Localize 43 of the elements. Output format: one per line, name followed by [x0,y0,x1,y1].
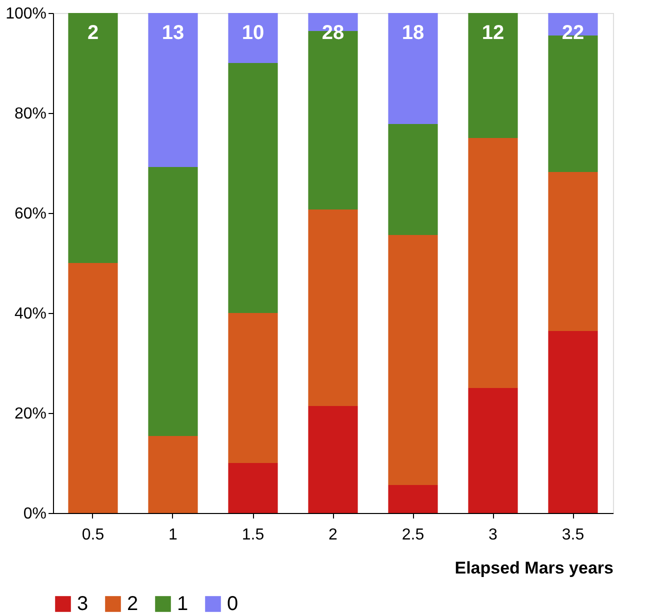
y-tick-label: 40% [14,306,46,322]
y-tick-label: 0% [23,506,46,522]
bar [228,463,278,513]
y-tick-label: 80% [14,106,46,122]
bar [468,388,518,513]
bar [68,13,118,263]
bar [388,124,438,235]
y-tick-label: 60% [14,206,46,222]
legend-label: 1 [177,593,188,615]
bar [388,13,438,124]
legend-label: 2 [127,593,138,615]
bar [148,167,198,436]
y-tick-label: 100% [6,6,46,22]
x-axis-title: Elapsed Mars years [454,558,614,578]
bar [388,235,438,485]
bar [468,13,518,138]
bar [548,172,598,331]
bar [228,313,278,463]
annotation: 13 [162,22,184,44]
bar [228,13,278,63]
bar [468,138,518,388]
annotation: 12 [482,22,504,44]
y-tick-label: 20% [14,406,46,422]
x-tick-label: 3 [488,526,498,544]
bar [68,263,118,513]
bar [148,13,198,167]
annotation: 18 [402,22,424,44]
annotation: 2 [87,22,99,44]
legend-label: 0 [227,593,238,615]
legend-label: 3 [77,593,88,615]
bar [388,485,438,513]
bar [228,63,278,313]
bar [308,406,358,513]
bar [548,331,598,513]
x-tick-label: 3.5 [562,526,584,544]
x-tick-label: 2.5 [402,526,424,544]
bar [308,210,358,406]
x-tick-label: 2 [328,526,338,544]
annotation: 10 [242,22,264,44]
x-tick-label: 0.5 [82,526,104,544]
x-tick-label: 1 [168,526,178,544]
bar [148,436,198,513]
x-tick-label: 1.5 [242,526,264,544]
